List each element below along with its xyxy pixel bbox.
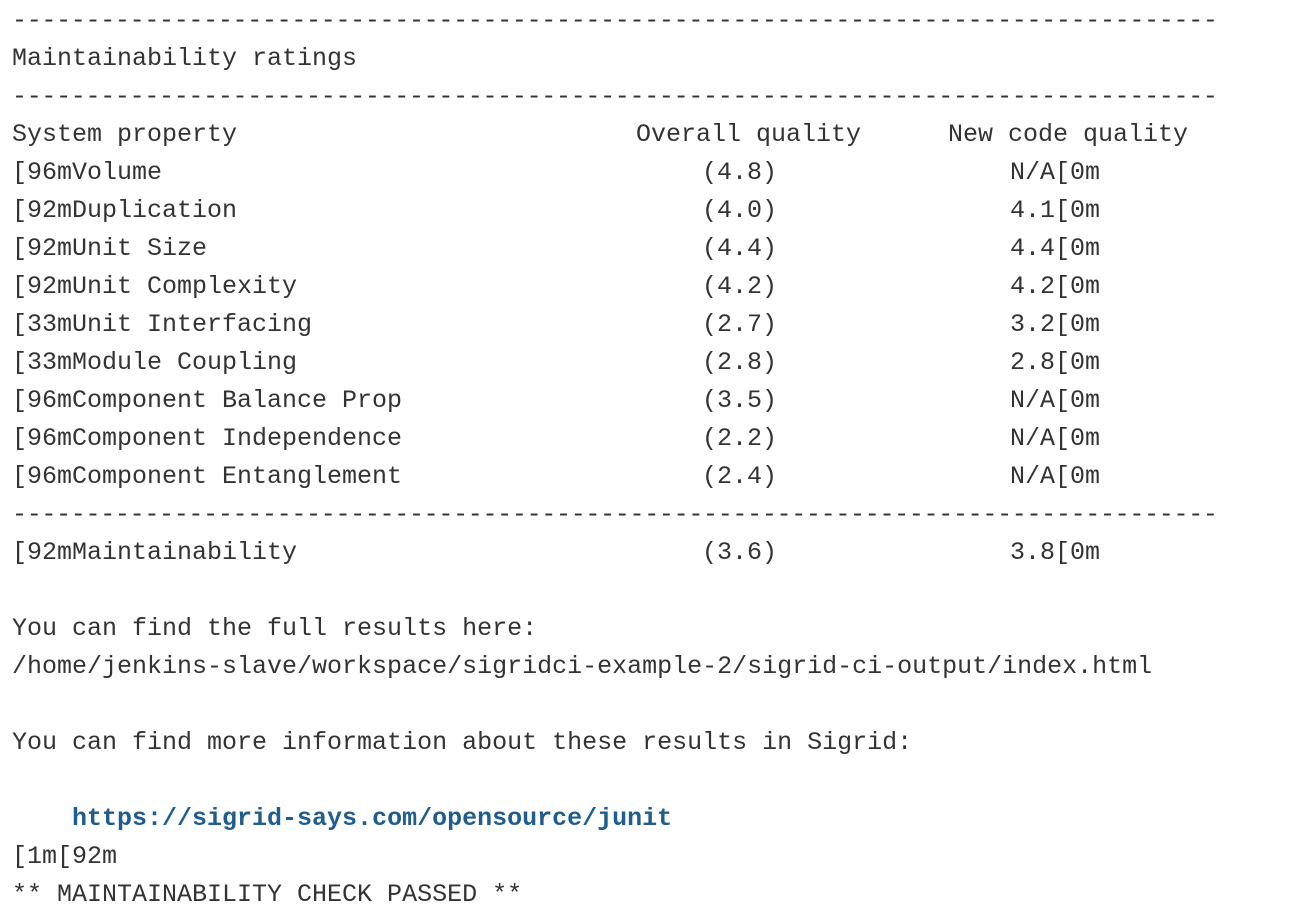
sigrid-link[interactable]: https://sigrid-says.com/opensource/junit — [72, 804, 673, 833]
status-escape: [1m[92m — [12, 842, 118, 871]
sigrid-intro: You can find more information about thes… — [12, 728, 913, 757]
sigrid-link-line: https://sigrid-says.com/opensource/junit — [12, 762, 1282, 833]
blank-line — [12, 686, 1282, 724]
row-overall: (2.8) — [702, 348, 778, 377]
row-new-code: N/A[0m — [1010, 386, 1101, 415]
total-property: [92mMaintainability — [12, 538, 298, 567]
row-new-code: N/A[0m — [1010, 462, 1101, 491]
results-intro: You can find the full results here: — [12, 614, 538, 643]
row-overall: (2.7) — [702, 310, 778, 339]
row-new-code: 3.2[0m — [1010, 310, 1101, 339]
table-row: [92mUnit Complexity (4.2) 4.2[0m — [12, 268, 1282, 306]
row-overall: (4.0) — [702, 196, 778, 225]
blank-line — [12, 572, 1282, 610]
row-overall: (4.2) — [702, 272, 778, 301]
table-total-row: [92mMaintainability (3.6) 3.8[0m — [12, 534, 1282, 572]
table-row: [96mVolume (4.8) N/A[0m — [12, 154, 1282, 192]
row-property: [33mModule Coupling — [12, 348, 298, 377]
table-row: [96mComponent Balance Prop (3.5) N/A[0m — [12, 382, 1282, 420]
row-property: [96mComponent Entanglement — [12, 462, 403, 491]
row-property: [96mComponent Balance Prop — [12, 386, 403, 415]
row-property: [92mDuplication — [12, 196, 238, 225]
row-overall: (4.8) — [702, 158, 778, 187]
divider-top: ----------------------------------------… — [12, 6, 1214, 35]
console-output: ----------------------------------------… — [12, 2, 1282, 914]
table-row: [92mUnit Size (4.4) 4.4[0m — [12, 230, 1282, 268]
header-overall-quality: Overall quality — [636, 120, 862, 149]
row-overall: (2.4) — [702, 462, 778, 491]
row-new-code: N/A[0m — [1010, 158, 1101, 187]
total-new-code: 3.8[0m — [1010, 538, 1101, 567]
row-property: [96mComponent Independence — [12, 424, 403, 453]
section-title: Maintainability ratings — [12, 44, 358, 73]
header-new-code-quality: New code quality — [948, 120, 1189, 149]
table-header: System property Overall quality New code… — [12, 116, 1282, 154]
row-property: [92mUnit Complexity — [12, 272, 298, 301]
row-new-code: 4.4[0m — [1010, 234, 1101, 263]
results-path: /home/jenkins-slave/workspace/sigridci-e… — [12, 652, 1153, 681]
row-new-code: 4.2[0m — [1010, 272, 1101, 301]
row-property: [33mUnit Interfacing — [12, 310, 313, 339]
total-overall: (3.6) — [702, 538, 778, 567]
table-row: [92mDuplication (4.0) 4.1[0m — [12, 192, 1282, 230]
row-property: [92mUnit Size — [12, 234, 208, 263]
status-message: ** MAINTAINABILITY CHECK PASSED ** — [12, 880, 523, 909]
row-new-code: N/A[0m — [1010, 424, 1101, 453]
table-row: [96mComponent Independence (2.2) N/A[0m — [12, 420, 1282, 458]
table-row: [96mComponent Entanglement (2.4) N/A[0m — [12, 458, 1282, 496]
table-row: [33mModule Coupling (2.8) 2.8[0m — [12, 344, 1282, 382]
blank-line — [12, 800, 1282, 838]
row-overall: (3.5) — [702, 386, 778, 415]
divider-header: ----------------------------------------… — [12, 82, 1214, 111]
row-overall: (2.2) — [702, 424, 778, 453]
table-row: [33mUnit Interfacing (2.7) 3.2[0m — [12, 306, 1282, 344]
row-overall: (4.4) — [702, 234, 778, 263]
row-new-code: 2.8[0m — [1010, 348, 1101, 377]
header-system-property: System property — [12, 120, 238, 149]
row-property: [96mVolume — [12, 158, 163, 187]
row-new-code: 4.1[0m — [1010, 196, 1101, 225]
divider-total: ----------------------------------------… — [12, 500, 1214, 529]
